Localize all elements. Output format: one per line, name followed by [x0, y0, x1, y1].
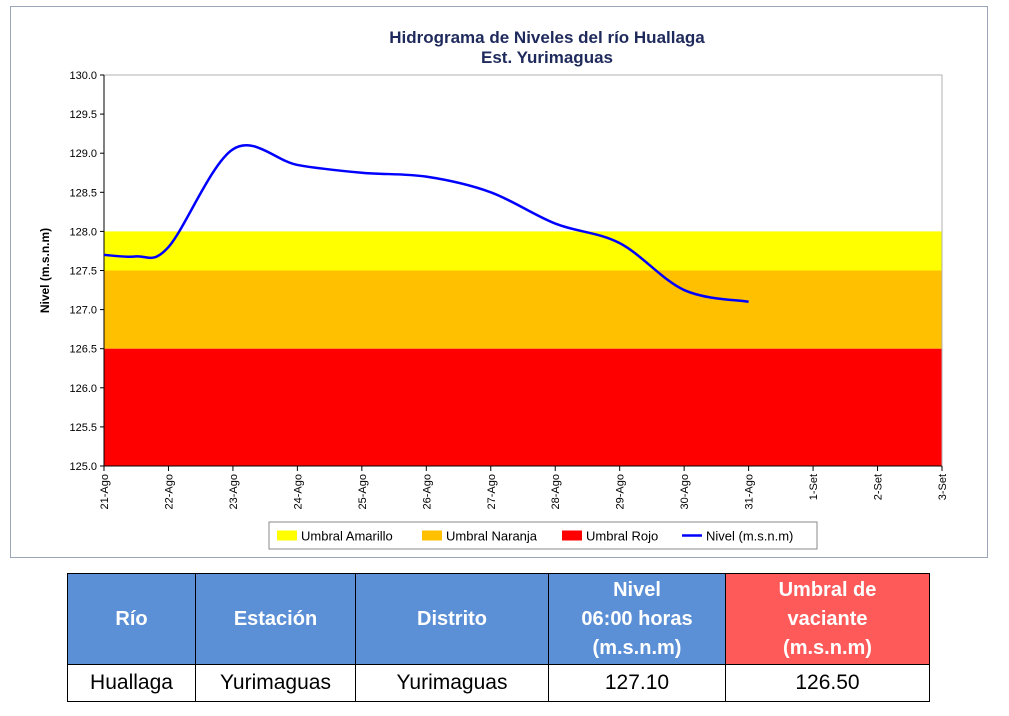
chart-frame: Hidrograma de Niveles del río Huallaga Es…: [10, 6, 988, 558]
y-tick-label: 130.0: [69, 70, 97, 82]
y-tick-label: 128.5: [69, 187, 97, 199]
y-tick-label: 126.0: [69, 383, 97, 395]
band-umbral-naranja: [104, 270, 942, 349]
y-axis-label: Nivel (m.s.n.m): [38, 228, 52, 313]
x-tick-label: 29-Ago: [615, 474, 627, 509]
x-tick-label: 25-Ago: [357, 474, 369, 509]
cell-rio: Huallaga: [67, 664, 196, 702]
legend-swatch: [562, 530, 582, 541]
x-tick-label: 22-Ago: [163, 474, 175, 509]
x-tick-label: 26-Ago: [421, 474, 433, 509]
header-nivel: Nivel 06:00 horas (m.s.n.m): [548, 573, 726, 665]
y-tick-label: 128.0: [69, 226, 97, 238]
x-tick-label: 31-Ago: [744, 474, 756, 509]
x-tick-label: 2-Set: [873, 474, 885, 500]
x-tick-label: 21-Ago: [99, 474, 111, 509]
header-line: Distrito: [417, 607, 487, 630]
table-header-row: Río Estación Distrito Nivel 06:00 horas (m…: [67, 573, 930, 665]
cell-umbral-vaciante: 126.50: [725, 664, 930, 702]
level-table: Río Estación Distrito Nivel 06:00 horas (m…: [67, 573, 930, 702]
y-tick-label: 127.5: [69, 266, 97, 278]
y-tick-label: 127.0: [69, 305, 97, 317]
header-line: Río: [115, 607, 148, 630]
y-tick-label: 126.5: [69, 344, 97, 356]
y-tick-label: 125.0: [69, 461, 97, 473]
x-tick-label: 24-Ago: [292, 474, 304, 509]
x-tick-label: 3-Set: [937, 474, 949, 500]
legend-label: Umbral Rojo: [586, 529, 658, 544]
band-umbral-rojo: [104, 348, 942, 466]
header-rio: Río: [67, 573, 196, 665]
x-tick-label: 30-Ago: [679, 474, 691, 509]
y-tick-label: 129.0: [69, 148, 97, 160]
y-tick-label: 125.5: [69, 422, 97, 434]
header-line: (m.s.n.m): [592, 636, 682, 659]
legend-swatch: [277, 530, 297, 541]
header-line: Umbral de: [778, 578, 877, 601]
hydrograph-chart: Hidrograma de Niveles del río HuallagaEs…: [38, 28, 949, 550]
header-line: vaciante: [787, 607, 868, 630]
legend-label: Nivel (m.s.n.m): [706, 529, 793, 544]
header-distrito: Distrito: [355, 573, 549, 665]
legend-box: [268, 521, 818, 550]
table-row: Huallaga Yurimaguas Yurimaguas 127.10 12…: [67, 664, 930, 702]
chart-title: Hidrograma de Niveles del río Huallaga: [389, 28, 705, 47]
header-line: (m.s.n.m): [783, 636, 872, 659]
header-line: Estación: [233, 607, 318, 630]
x-tick-label: 23-Ago: [228, 474, 240, 509]
header-line: 06:00 horas: [581, 607, 693, 630]
header-umbral-vaciante: Umbral de vaciante (m.s.n.m): [725, 573, 930, 665]
cell-distrito: Yurimaguas: [355, 664, 549, 702]
header-line: Nivel: [613, 578, 661, 601]
x-tick-label: 28-Ago: [550, 474, 562, 509]
legend-label: Umbral Naranja: [446, 529, 538, 544]
x-tick-label: 1-Set: [808, 474, 820, 500]
y-tick-label: 129.5: [69, 109, 97, 121]
series-line-nivel: [103, 144, 749, 304]
header-estacion: Estación: [195, 573, 356, 665]
cell-estacion: Yurimaguas: [195, 664, 356, 702]
cell-nivel: 127.10: [548, 664, 726, 702]
chart-subtitle: Est. Yurimaguas: [481, 48, 613, 67]
band-umbral-amarillo: [104, 231, 942, 271]
x-tick-label: 27-Ago: [486, 474, 498, 509]
legend-label: Umbral Amarillo: [301, 529, 393, 544]
legend-swatch: [422, 530, 442, 541]
